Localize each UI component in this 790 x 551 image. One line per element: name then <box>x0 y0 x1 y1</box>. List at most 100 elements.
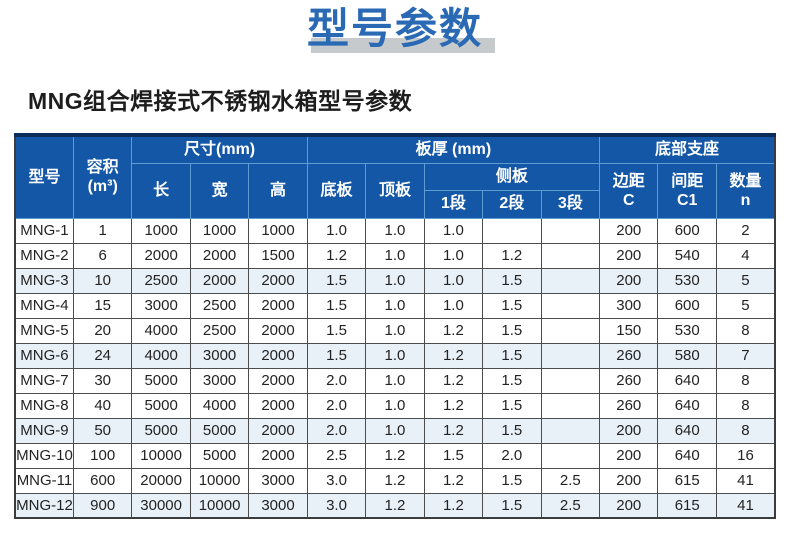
cell-seg2: 1.5 <box>482 367 542 394</box>
cell-top_plate: 1.2 <box>365 442 425 469</box>
cell-seg2: 1.5 <box>482 342 542 369</box>
cell-qty_n: 16 <box>715 442 776 469</box>
cell-bottom_plate: 1.5 <box>306 292 367 319</box>
cell-model: MNG-9 <box>14 417 74 444</box>
cell-spacing_c1: 640 <box>657 442 717 469</box>
cell-length: 5000 <box>131 392 191 419</box>
cell-qty_n: 8 <box>715 392 776 419</box>
cell-model: MNG-6 <box>14 342 74 369</box>
cell-seg2: 2.0 <box>482 442 542 469</box>
cell-top_plate: 1.0 <box>365 392 425 419</box>
table-row: MNG-4 15 3000 2500 2000 1.5 1.0 1.0 1.5 300 600 5 <box>14 292 776 319</box>
cell-seg1: 1.0 <box>423 242 484 269</box>
cell-seg3 <box>540 317 601 344</box>
cell-width: 10000 <box>189 467 250 494</box>
cell-seg3 <box>540 417 601 444</box>
cell-width: 10000 <box>189 492 250 519</box>
cell-seg1: 1.0 <box>423 217 484 244</box>
cell-qty_n: 41 <box>715 492 776 519</box>
col-header-edge-c: 边距 C <box>599 162 659 219</box>
table-row: MNG-10 100 10000 5000 2000 2.5 1.2 1.5 2.0 200 640… <box>14 442 776 469</box>
col-header-volume: 容积 (m³) <box>72 134 133 219</box>
cell-edge_c: 200 <box>599 417 659 444</box>
page-title: 型号参数 <box>306 5 483 52</box>
cell-volume: 50 <box>72 417 133 444</box>
cell-bottom_plate: 1.2 <box>306 242 367 269</box>
col-header-model: 型号 <box>14 134 74 219</box>
table-row: MNG-7 30 5000 3000 2000 2.0 1.0 1.2 1.5 260 640 8 <box>14 367 776 394</box>
cell-length: 10000 <box>131 442 191 469</box>
cell-seg2: 1.2 <box>482 242 542 269</box>
cell-bottom_plate: 2.0 <box>306 367 367 394</box>
cell-volume: 6 <box>72 242 133 269</box>
cell-bottom_plate: 3.0 <box>306 467 367 494</box>
cell-height: 2000 <box>248 342 308 369</box>
cell-seg3 <box>540 242 601 269</box>
cell-volume: 15 <box>72 292 133 319</box>
table-body: MNG-1 1 1000 1000 1000 1.0 1.0 1.0 200 600 2 MNG-2 6… <box>14 217 776 519</box>
cell-seg3: 2.5 <box>540 467 601 494</box>
cell-qty_n: 8 <box>715 417 776 444</box>
cell-length: 2500 <box>131 267 191 294</box>
table-row: MNG-9 50 5000 5000 2000 2.0 1.0 1.2 1.5 200 640 8 <box>14 417 776 444</box>
cell-seg3 <box>540 217 601 244</box>
cell-spacing_c1: 600 <box>657 292 717 319</box>
col-header-width: 宽 <box>189 162 250 219</box>
cell-top_plate: 1.2 <box>365 492 425 519</box>
cell-bottom_plate: 2.5 <box>306 442 367 469</box>
col-header-top-plate: 顶板 <box>365 162 425 219</box>
cell-spacing_c1: 640 <box>657 417 717 444</box>
cell-height: 1000 <box>248 217 308 244</box>
cell-model: MNG-11 <box>14 467 74 494</box>
cell-qty_n: 7 <box>715 342 776 369</box>
cell-seg2: 1.5 <box>482 417 542 444</box>
cell-volume: 900 <box>72 492 133 519</box>
cell-seg1: 1.2 <box>423 367 484 394</box>
col-header-spacing-c1: 间距 C1 <box>657 162 717 219</box>
cell-spacing_c1: 615 <box>657 492 717 519</box>
table-row: MNG-2 6 2000 2000 1500 1.2 1.0 1.0 1.2 200 540 4 <box>14 242 776 269</box>
cell-seg1: 1.2 <box>423 392 484 419</box>
table-row: MNG-1 1 1000 1000 1000 1.0 1.0 1.0 200 600 2 <box>14 217 776 244</box>
col-header-bottom-plate: 底板 <box>306 162 367 219</box>
col-group-support: 底部支座 <box>599 134 776 164</box>
cell-seg3 <box>540 292 601 319</box>
cell-volume: 24 <box>72 342 133 369</box>
cell-width: 2500 <box>189 317 250 344</box>
cell-width: 3000 <box>189 367 250 394</box>
cell-length: 20000 <box>131 467 191 494</box>
cell-spacing_c1: 615 <box>657 467 717 494</box>
cell-seg2: 1.5 <box>482 317 542 344</box>
cell-seg1: 1.0 <box>423 292 484 319</box>
cell-volume: 20 <box>72 317 133 344</box>
cell-spacing_c1: 640 <box>657 392 717 419</box>
cell-top_plate: 1.0 <box>365 292 425 319</box>
cell-model: MNG-10 <box>14 442 74 469</box>
cell-seg1: 1.5 <box>423 442 484 469</box>
cell-edge_c: 260 <box>599 367 659 394</box>
cell-width: 2500 <box>189 292 250 319</box>
col-group-side-plate: 侧板 <box>423 162 601 191</box>
cell-spacing_c1: 640 <box>657 367 717 394</box>
cell-top_plate: 1.0 <box>365 217 425 244</box>
cell-height: 2000 <box>248 442 308 469</box>
col-header-qty-line1: 数量 <box>729 172 762 190</box>
cell-edge_c: 200 <box>599 242 659 269</box>
cell-length: 30000 <box>131 492 191 519</box>
cell-edge_c: 150 <box>599 317 659 344</box>
cell-seg3 <box>540 392 601 419</box>
cell-bottom_plate: 1.5 <box>306 317 367 344</box>
cell-seg2: 1.5 <box>482 467 542 494</box>
cell-seg1: 1.2 <box>423 417 484 444</box>
col-header-seg3: 3段 <box>540 189 601 219</box>
cell-width: 2000 <box>189 242 250 269</box>
cell-spacing_c1: 530 <box>657 267 717 294</box>
cell-height: 2000 <box>248 292 308 319</box>
cell-model: MNG-5 <box>14 317 74 344</box>
cell-top_plate: 1.0 <box>365 367 425 394</box>
cell-height: 2000 <box>248 417 308 444</box>
cell-seg2 <box>482 217 542 244</box>
cell-length: 4000 <box>131 317 191 344</box>
cell-qty_n: 5 <box>715 292 776 319</box>
cell-bottom_plate: 2.0 <box>306 392 367 419</box>
